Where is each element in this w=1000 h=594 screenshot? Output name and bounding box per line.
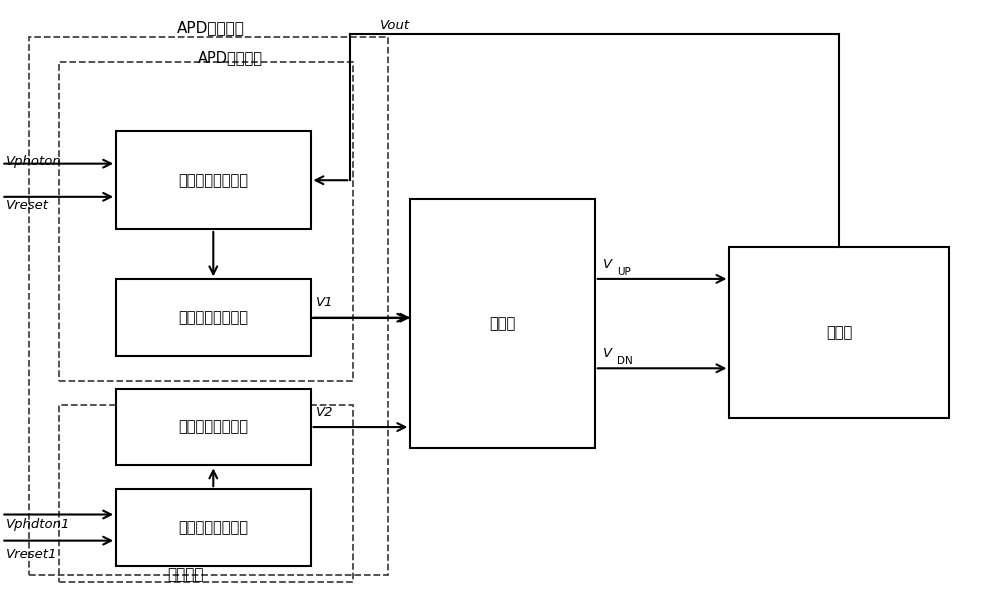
Text: 第一脉冲整形模块: 第一脉冲整形模块 [178, 310, 248, 325]
Text: 鉴相器: 鉴相器 [489, 316, 516, 331]
Text: UP: UP [617, 267, 630, 277]
Text: Vout: Vout [380, 18, 410, 31]
Text: V2: V2 [316, 406, 333, 419]
Bar [116, 131, 311, 229]
Text: 参考模块: 参考模块 [168, 567, 204, 582]
Bar [29, 37, 388, 575]
Bar [410, 200, 595, 448]
Text: V1: V1 [316, 296, 333, 309]
Bar [729, 247, 949, 418]
Text: Vreset1: Vreset1 [6, 548, 58, 561]
Bar [116, 279, 311, 356]
Text: Vphoton: Vphoton [6, 154, 62, 168]
Text: 第二电流感应模块: 第二电流感应模块 [178, 520, 248, 535]
Text: Vphdton1: Vphdton1 [6, 518, 71, 531]
Text: Vreset: Vreset [6, 199, 49, 212]
Text: V: V [603, 258, 612, 271]
Text: 第一电流感应模块: 第一电流感应模块 [178, 173, 248, 188]
Bar [59, 405, 353, 582]
Bar [59, 62, 353, 381]
Text: V: V [603, 347, 612, 360]
Text: 第二脉冲整形模块: 第二脉冲整形模块 [178, 419, 248, 435]
Text: 电荷泵: 电荷泵 [826, 325, 852, 340]
Text: APD阵列模块: APD阵列模块 [177, 21, 245, 36]
Bar [116, 388, 311, 466]
Bar [116, 489, 311, 566]
Text: DN: DN [617, 356, 632, 366]
Text: APD阵列单元: APD阵列单元 [198, 50, 263, 65]
